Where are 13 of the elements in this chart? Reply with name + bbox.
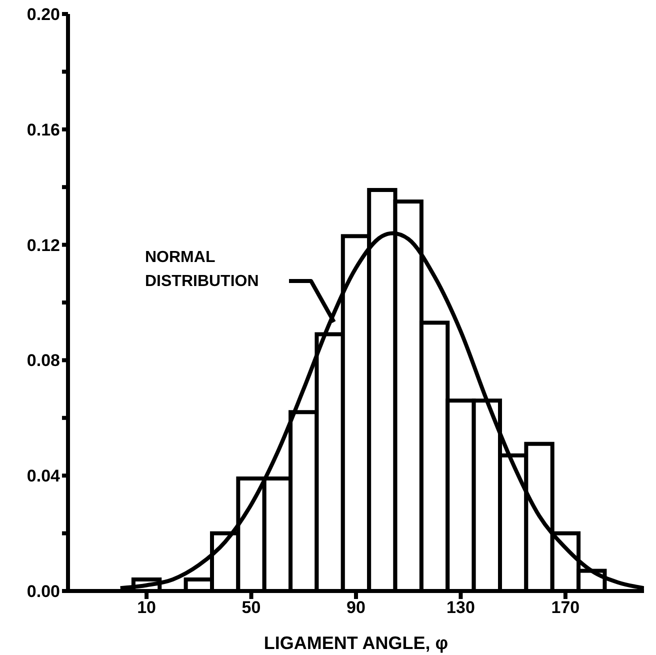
y-tick-label: 0.04: [26, 466, 61, 486]
y-tick-label: 0.08: [26, 351, 60, 370]
y-tick-label: 0.16: [26, 120, 60, 140]
y-tick-label: 0.20: [26, 5, 60, 24]
y-tick-label: 0.12: [26, 236, 60, 255]
x-tick-label: 90: [346, 598, 366, 618]
x-tick-label: 170: [551, 598, 580, 618]
x-axis-title: LIGAMENT ANGLE, φ: [264, 633, 448, 653]
x-tick-label: 50: [242, 598, 261, 618]
x-tick-label: 10: [137, 598, 156, 618]
y-tick-label: 0.00: [26, 582, 60, 602]
x-tick-label: 130: [446, 598, 475, 618]
annotation: NORMAL DISTRIBUTION: [145, 249, 259, 290]
